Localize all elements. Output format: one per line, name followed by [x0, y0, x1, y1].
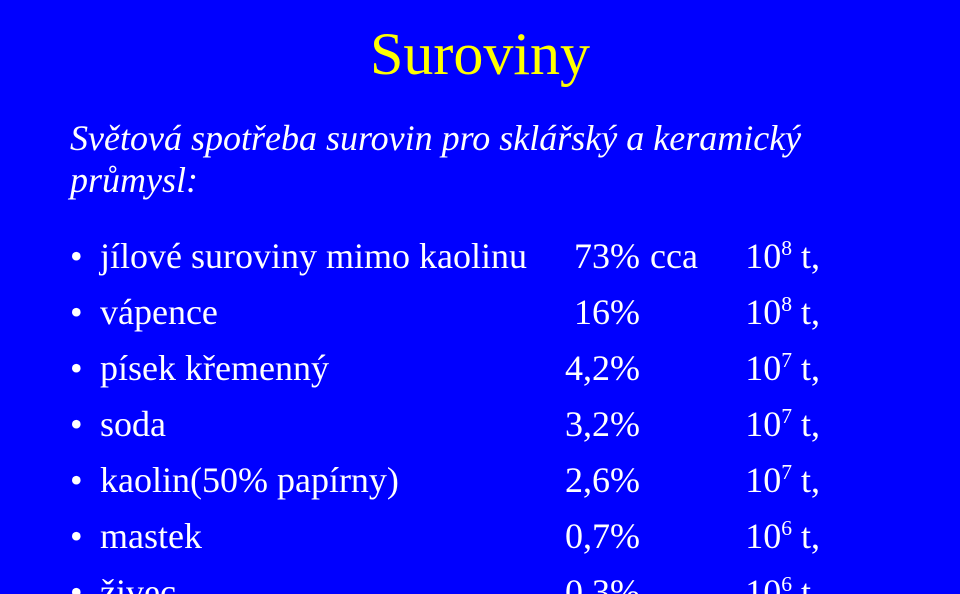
amount-base: 10: [745, 236, 781, 276]
slide-subtitle: Světová spotřeba surovin pro sklářský a …: [70, 117, 890, 201]
amount-exponent: 6: [781, 516, 792, 540]
percent-value: 2,6%: [530, 459, 650, 501]
bullet-icon: •: [70, 347, 100, 389]
list-item: •kaolin(50% papírny)2,6% 107 t,: [70, 459, 890, 501]
percent-value: 16%: [530, 291, 650, 333]
amount-suffix: t,: [792, 236, 820, 276]
amount-suffix: t,: [792, 460, 820, 500]
material-label: živec: [100, 571, 530, 594]
bullet-icon: •: [70, 291, 100, 333]
list-item: •mastek0,7% 106 t,: [70, 515, 890, 557]
amount-exponent: 8: [781, 292, 792, 316]
bullet-icon: •: [70, 403, 100, 445]
amount-base: 10: [745, 572, 781, 594]
materials-list: •jílové suroviny mimo kaolinu73%cca108 t…: [70, 235, 890, 594]
amount-value: 106 t.: [720, 571, 820, 594]
amount-base: 10: [745, 348, 781, 388]
amount-value: 107 t,: [720, 403, 820, 445]
material-label: soda: [100, 403, 530, 445]
amount-exponent: 8: [781, 236, 792, 260]
amount-value: 108 t,: [720, 235, 820, 277]
bullet-icon: •: [70, 515, 100, 557]
list-item: •písek křemenný4,2% 107 t,: [70, 347, 890, 389]
percent-value: 4,2%: [530, 347, 650, 389]
amount-exponent: 7: [781, 404, 792, 428]
amount-exponent: 7: [781, 348, 792, 372]
amount-base: 10: [745, 404, 781, 444]
slide: Suroviny Světová spotřeba surovin pro sk…: [0, 0, 960, 594]
list-item: •živec0,3% 106 t.: [70, 571, 890, 594]
bullet-icon: •: [70, 571, 100, 594]
percent-value: 0,3%: [530, 571, 650, 594]
amount-suffix: t,: [792, 404, 820, 444]
amount-value: 107 t,: [720, 347, 820, 389]
amount-exponent: 6: [781, 572, 792, 594]
list-item: •jílové suroviny mimo kaolinu73%cca108 t…: [70, 235, 890, 277]
bullet-icon: •: [70, 235, 100, 277]
material-label: mastek: [100, 515, 530, 557]
material-label: vápence: [100, 291, 530, 333]
amount-exponent: 7: [781, 460, 792, 484]
amount-base: 10: [745, 516, 781, 556]
cca-label: cca: [650, 235, 720, 277]
amount-value: 107 t,: [720, 459, 820, 501]
amount-value: 108 t,: [720, 291, 820, 333]
percent-value: 0,7%: [530, 515, 650, 557]
amount-suffix: t,: [792, 292, 820, 332]
percent-value: 73%: [530, 235, 650, 277]
amount-base: 10: [745, 292, 781, 332]
percent-value: 3,2%: [530, 403, 650, 445]
list-item: •vápence16% 108 t,: [70, 291, 890, 333]
material-label: jílové suroviny mimo kaolinu: [100, 235, 530, 277]
list-item: •soda3,2% 107 t,: [70, 403, 890, 445]
amount-base: 10: [745, 460, 781, 500]
slide-title: Suroviny: [70, 20, 890, 89]
material-label: písek křemenný: [100, 347, 530, 389]
amount-value: 106 t,: [720, 515, 820, 557]
amount-suffix: t.: [792, 572, 820, 594]
amount-suffix: t,: [792, 348, 820, 388]
bullet-icon: •: [70, 459, 100, 501]
material-label: kaolin(50% papírny): [100, 459, 530, 501]
amount-suffix: t,: [792, 516, 820, 556]
